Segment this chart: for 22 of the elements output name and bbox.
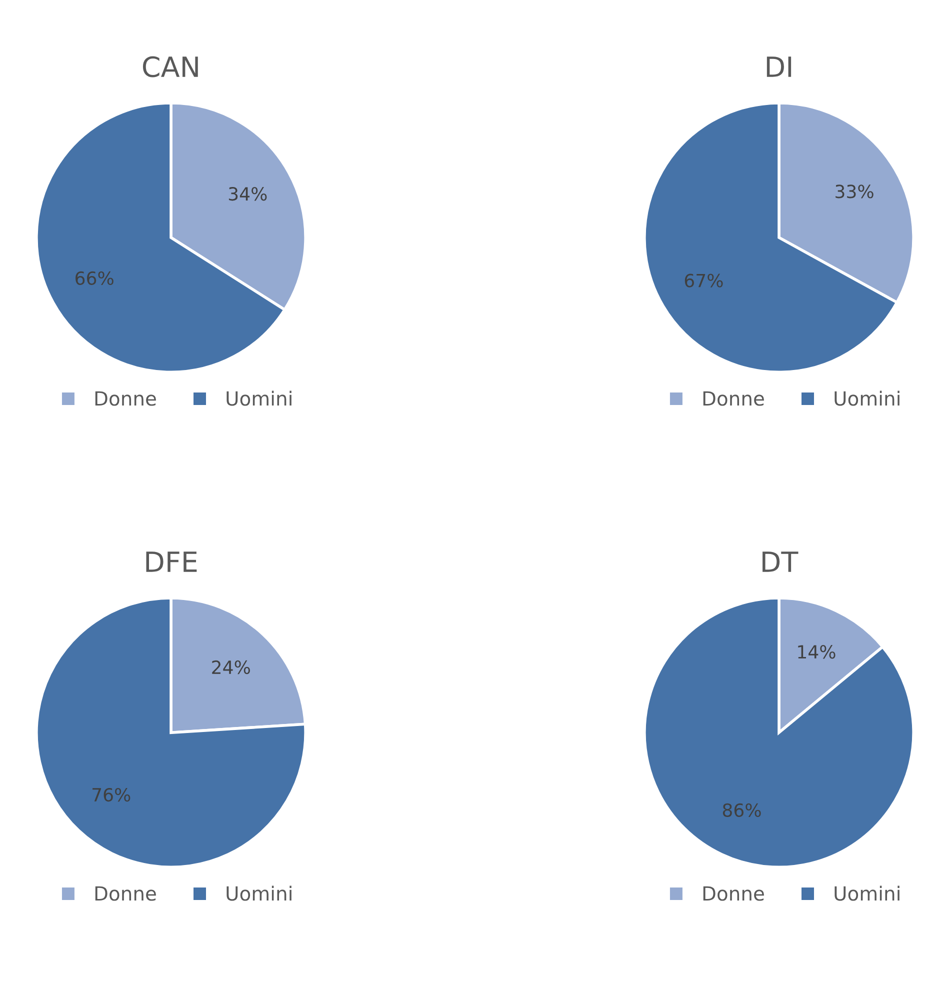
- chart-title: DI: [766, 56, 792, 77]
- data-label: 34%: [228, 187, 267, 201]
- data-label: 76%: [92, 788, 130, 802]
- data-label: 33%: [836, 184, 874, 198]
- legend-label: Donne: [95, 886, 156, 901]
- pie-slice: [35, 596, 307, 869]
- legend-label: Uomini: [834, 390, 900, 406]
- legend-label: Donne: [95, 391, 156, 406]
- legend-label: Uomini: [226, 390, 292, 406]
- chart-title: DFE: [146, 552, 197, 572]
- data-label: 24%: [212, 660, 250, 674]
- pie-slice: [643, 596, 915, 869]
- chart-title: CAN: [142, 56, 198, 78]
- legend-label: Donne: [703, 886, 764, 901]
- data-label: 66%: [76, 271, 114, 285]
- chart-title: DT: [762, 552, 798, 572]
- legend-label: Uomini: [226, 886, 292, 901]
- legend-label: Uomini: [834, 886, 900, 901]
- data-label: 67%: [684, 274, 723, 288]
- data-label: 14%: [798, 645, 836, 659]
- data-label: 86%: [722, 803, 761, 817]
- legend-label: Donne: [703, 391, 764, 406]
